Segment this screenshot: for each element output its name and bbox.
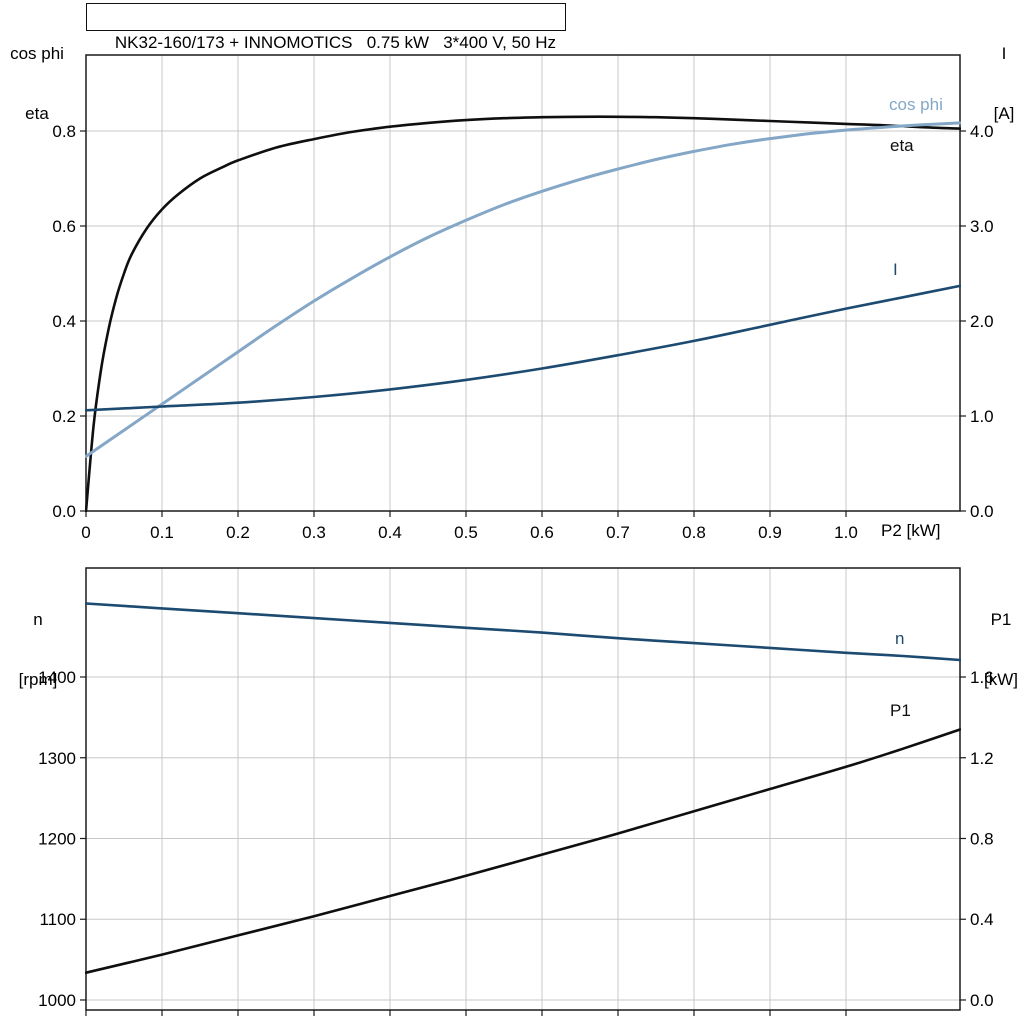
bottom-right-axis-label: P1 [kW] xyxy=(978,570,1024,730)
right-tick-label: 2.0 xyxy=(970,312,994,331)
series-group xyxy=(85,602,961,974)
left-axis-label-line2: eta xyxy=(25,104,49,123)
x-tick-label: 0.6 xyxy=(530,523,554,542)
right-tick-label: 1.2 xyxy=(970,749,994,768)
left-tick-label: 1200 xyxy=(38,829,76,848)
right-tick-label: 4.0 xyxy=(970,122,994,141)
right-tick-label: 1.6 xyxy=(970,668,994,687)
cos-phi-curve-label: cos phi xyxy=(889,95,943,114)
x-tick-label: 0.4 xyxy=(378,523,402,542)
x-tick-label: 0.5 xyxy=(454,523,478,542)
right-tick-label: 3.0 xyxy=(970,217,994,236)
top-left-axis-label: cos phi eta xyxy=(4,4,70,164)
series-curve-p1 xyxy=(85,728,961,974)
right-axis-label-line2: [A] xyxy=(993,104,1015,123)
x-axis-label: P2 [kW] xyxy=(881,521,941,540)
chart-title: NK32-160/173 + INNOMOTICS 0.75 kW 3*400 … xyxy=(114,33,557,52)
left-tick-label: 1300 xyxy=(38,749,76,768)
right-tick-label: 1.0 xyxy=(970,407,994,426)
chart-title-box: NK32-160/173 + INNOMOTICS 0.75 kW 3*400 … xyxy=(86,3,567,52)
x-tick-label: 1.0 xyxy=(834,523,858,542)
x-tick-label: 0.9 xyxy=(758,523,782,542)
p1-axis-label-line2: [kW] xyxy=(984,670,1018,689)
left-tick-label: 0.2 xyxy=(52,407,76,426)
right-tick-label: 0.0 xyxy=(970,502,994,521)
right-tick-label: 0.4 xyxy=(970,910,994,929)
x-tick-label: 0.1 xyxy=(150,523,174,542)
series-group xyxy=(85,115,961,512)
p1-curve-label: P1 xyxy=(890,701,911,720)
series-curve-i xyxy=(85,284,961,412)
x-tick-label: 0 xyxy=(81,523,90,542)
series-curve-cos-phi xyxy=(85,121,961,458)
plot-frame xyxy=(85,567,961,1011)
series-curve-eta xyxy=(85,115,961,512)
left-tick-label: 1000 xyxy=(38,991,76,1010)
right-axis-label-line1: I xyxy=(1001,44,1007,63)
left-axis-label-line1: cos phi xyxy=(10,44,64,63)
eta-curve-label: eta xyxy=(890,136,914,155)
n-axis-label-line2: [rpm] xyxy=(18,670,58,689)
right-tick-label: 0.0 xyxy=(970,991,994,1010)
left-tick-label: 0.6 xyxy=(52,217,76,236)
x-tick-label: 0.2 xyxy=(226,523,250,542)
p1-axis-label-line1: P1 xyxy=(990,610,1012,629)
x-tick-label: 0.3 xyxy=(302,523,326,542)
left-tick-label: 0.0 xyxy=(52,502,76,521)
n-axis-label-line1: n xyxy=(33,610,43,629)
x-tick-label: 0.7 xyxy=(606,523,630,542)
right-tick-label: 0.8 xyxy=(970,829,994,848)
bottom-left-axis-label: n [rpm] xyxy=(8,570,68,730)
left-tick-label: 0.8 xyxy=(52,122,76,141)
x-tick-label: 0.8 xyxy=(682,523,706,542)
top-right-axis-label: I [A] xyxy=(984,4,1024,164)
left-tick-label: 1100 xyxy=(39,910,76,929)
plot-frame xyxy=(85,54,961,512)
left-tick-label: 1400 xyxy=(38,668,76,687)
current-curve-label: I xyxy=(893,260,898,279)
speed-curve-label: n xyxy=(895,629,905,648)
series-curve-n xyxy=(85,602,961,662)
left-tick-label: 0.4 xyxy=(52,312,76,331)
